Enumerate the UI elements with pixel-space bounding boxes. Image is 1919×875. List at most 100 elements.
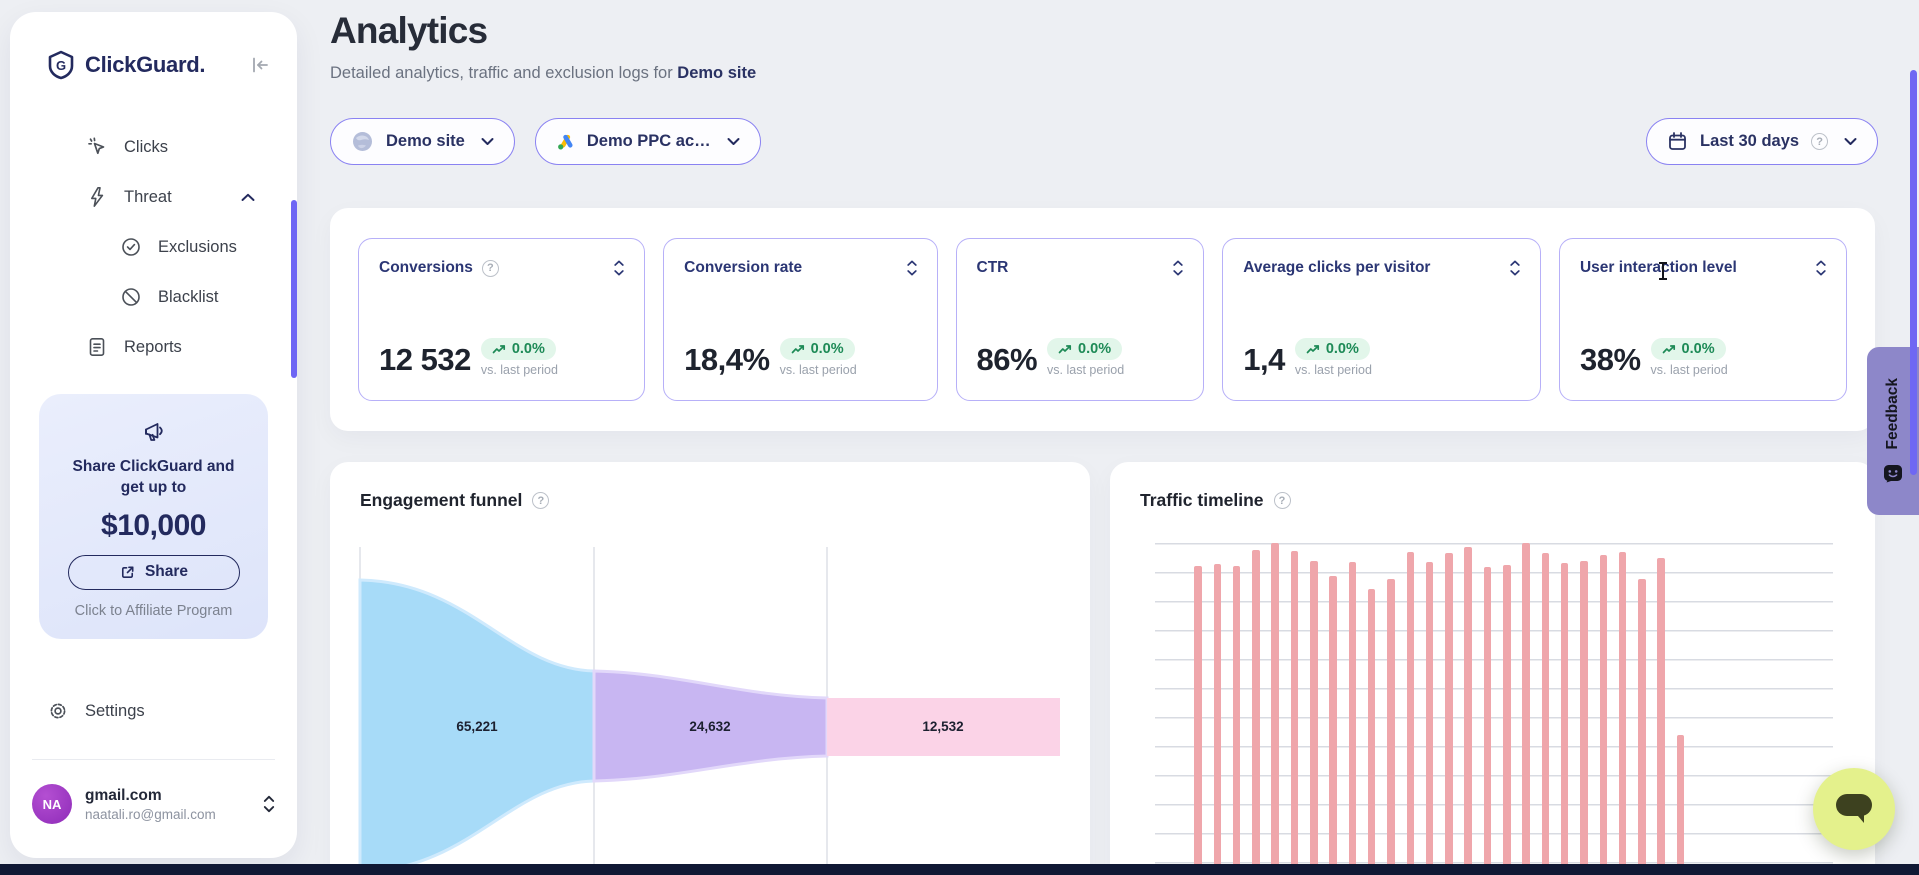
date-range-selector[interactable]: Last 30 days xyxy=(1646,118,1879,165)
share-button[interactable]: Share xyxy=(67,554,240,590)
sidebar-item-reports[interactable]: Reports xyxy=(10,322,297,372)
trend-up-icon xyxy=(1058,344,1072,353)
sidebar-item-settings[interactable]: Settings xyxy=(47,700,145,722)
traffic-bar xyxy=(1560,563,1569,875)
kpi-value: 18,4% xyxy=(684,342,770,377)
help-icon[interactable] xyxy=(532,492,550,509)
sort-arrows-icon[interactable] xyxy=(1816,260,1826,276)
subtitle-site-name: Demo site xyxy=(677,64,757,82)
date-range-value: Last 30 days xyxy=(1700,132,1800,150)
help-icon[interactable] xyxy=(481,259,499,277)
kpi-value: 12 532 xyxy=(379,342,471,377)
kpi-card-conversion-rate: Conversion rate 18,4% 0.0% vs. last peri… xyxy=(663,238,938,401)
chevron-up-down-icon xyxy=(263,795,275,813)
kpi-delta-badge: 0.0% xyxy=(1047,338,1123,360)
page-title: Analytics xyxy=(330,10,488,51)
settings-label: Settings xyxy=(85,701,145,720)
engagement-funnel-card: Engagement funnel 65,221 24,632 12,532 xyxy=(330,462,1090,875)
page-scrollbar-thumb[interactable] xyxy=(1910,70,1917,475)
sort-arrows-icon[interactable] xyxy=(906,260,917,276)
sidebar: G ClickGuard. Clicks Threat Excl xyxy=(10,12,297,858)
traffic-bar xyxy=(1271,543,1279,875)
cursor-click-icon xyxy=(86,136,108,158)
site-selector[interactable]: Demo site xyxy=(330,118,515,165)
text-cursor-i-beam xyxy=(1659,262,1667,280)
help-icon[interactable] xyxy=(1273,492,1291,509)
sidebar-item-exclusions[interactable]: Exclusions xyxy=(10,222,297,272)
traffic-bar xyxy=(1329,576,1337,875)
traffic-bar xyxy=(1194,565,1202,875)
traffic-bar xyxy=(1367,589,1376,875)
sort-arrows-icon[interactable] xyxy=(1173,260,1183,276)
chevron-down-icon xyxy=(727,137,740,146)
kpi-card-user-interaction: User interaction level 38% 0.0% vs. last… xyxy=(1558,238,1847,401)
kpi-card-conversions: Conversions 12 532 0.0% vs. last period xyxy=(358,238,646,401)
lightning-icon xyxy=(86,186,108,208)
sidebar-item-clicks[interactable]: Clicks xyxy=(10,122,297,172)
sidebar-item-label: Clicks xyxy=(124,137,168,156)
ppc-account-value: Demo PPC ac… xyxy=(586,132,711,150)
traffic-bar xyxy=(1676,734,1685,875)
feedback-label: Feedback xyxy=(1884,378,1901,450)
traffic-bar xyxy=(1503,565,1511,875)
kpi-card-ctr: CTR 86% 0.0% vs. last period xyxy=(955,238,1205,401)
kpi-delta-badge: 0.0% xyxy=(480,338,556,360)
page-subtitle: Detailed analytics, traffic and exclusio… xyxy=(330,64,756,83)
sidebar-collapse-icon[interactable] xyxy=(249,54,271,76)
traffic-timeline-plot xyxy=(1155,543,1833,875)
traffic-bar xyxy=(1406,552,1415,875)
traffic-bar xyxy=(1638,579,1646,875)
chart-title: Engagement funnel xyxy=(360,490,523,510)
calendar-icon xyxy=(1669,132,1686,150)
traffic-bars xyxy=(1175,543,1833,875)
sidebar-divider xyxy=(32,759,275,760)
kpi-label: Conversion rate xyxy=(684,259,803,276)
trend-up-icon xyxy=(1662,344,1675,353)
traffic-bar xyxy=(1522,543,1530,875)
ppc-account-selector[interactable]: Demo PPC ac… xyxy=(534,118,761,165)
chat-launcher-button[interactable] xyxy=(1813,768,1895,850)
trend-up-icon xyxy=(1306,344,1319,353)
help-icon[interactable] xyxy=(1811,133,1829,150)
account-switcher[interactable]: NA gmail.com naatali.ro@gmail.com xyxy=(32,784,275,824)
sort-arrows-icon[interactable] xyxy=(614,260,624,276)
globe-icon xyxy=(353,132,372,151)
kpi-value: 86% xyxy=(976,342,1038,377)
gear-icon xyxy=(47,700,69,722)
promo-heading: Share ClickGuard and get up to xyxy=(72,458,235,497)
sidebar-item-label: Exclusions xyxy=(158,237,237,256)
traffic-bar xyxy=(1464,546,1472,875)
sort-arrows-icon[interactable] xyxy=(1510,260,1520,276)
sidebar-nav: Clicks Threat Exclusions Blacklist xyxy=(10,122,297,372)
traffic-timeline-card: Traffic timeline xyxy=(1110,462,1875,875)
kpi-delta-note: vs. last period xyxy=(1047,363,1125,377)
promo-footnote: Click to Affiliate Program xyxy=(74,602,233,619)
site-selector-value: Demo site xyxy=(386,132,465,150)
google-ads-icon xyxy=(557,134,573,149)
sidebar-scrollbar-thumb[interactable] xyxy=(291,200,297,378)
sidebar-item-label: Threat xyxy=(124,187,172,206)
chevron-down-icon xyxy=(481,137,494,146)
traffic-bar xyxy=(1445,553,1453,875)
kpi-label: CTR xyxy=(976,259,1009,276)
affiliate-promo-card[interactable]: Share ClickGuard and get up to $10,000 S… xyxy=(39,394,268,639)
badge-check-icon xyxy=(120,236,142,258)
traffic-bar xyxy=(1618,552,1627,875)
trend-up-icon xyxy=(492,344,505,353)
megaphone-icon xyxy=(144,423,163,441)
kpi-delta-badge: 0.0% xyxy=(779,338,855,360)
traffic-bar xyxy=(1290,551,1299,875)
traffic-bar xyxy=(1348,561,1357,875)
chat-bubble-icon xyxy=(1836,794,1872,823)
kpi-panel: Conversions 12 532 0.0% vs. last period … xyxy=(330,208,1875,431)
trend-up-icon xyxy=(791,344,804,353)
feedback-smiley-icon xyxy=(1884,464,1902,483)
kpi-delta-note: vs. last period xyxy=(779,363,857,377)
sidebar-item-blacklist[interactable]: Blacklist xyxy=(10,272,297,322)
kpi-card-average-clicks: Average clicks per visitor 1,4 0.0% vs. … xyxy=(1222,238,1541,401)
sidebar-item-threat[interactable]: Threat xyxy=(10,172,297,222)
kpi-delta-badge: 0.0% xyxy=(1650,338,1726,360)
traffic-bar xyxy=(1310,561,1318,875)
account-email: naatali.ro@gmail.com xyxy=(85,806,216,822)
kpi-label: Average clicks per visitor xyxy=(1243,259,1431,276)
